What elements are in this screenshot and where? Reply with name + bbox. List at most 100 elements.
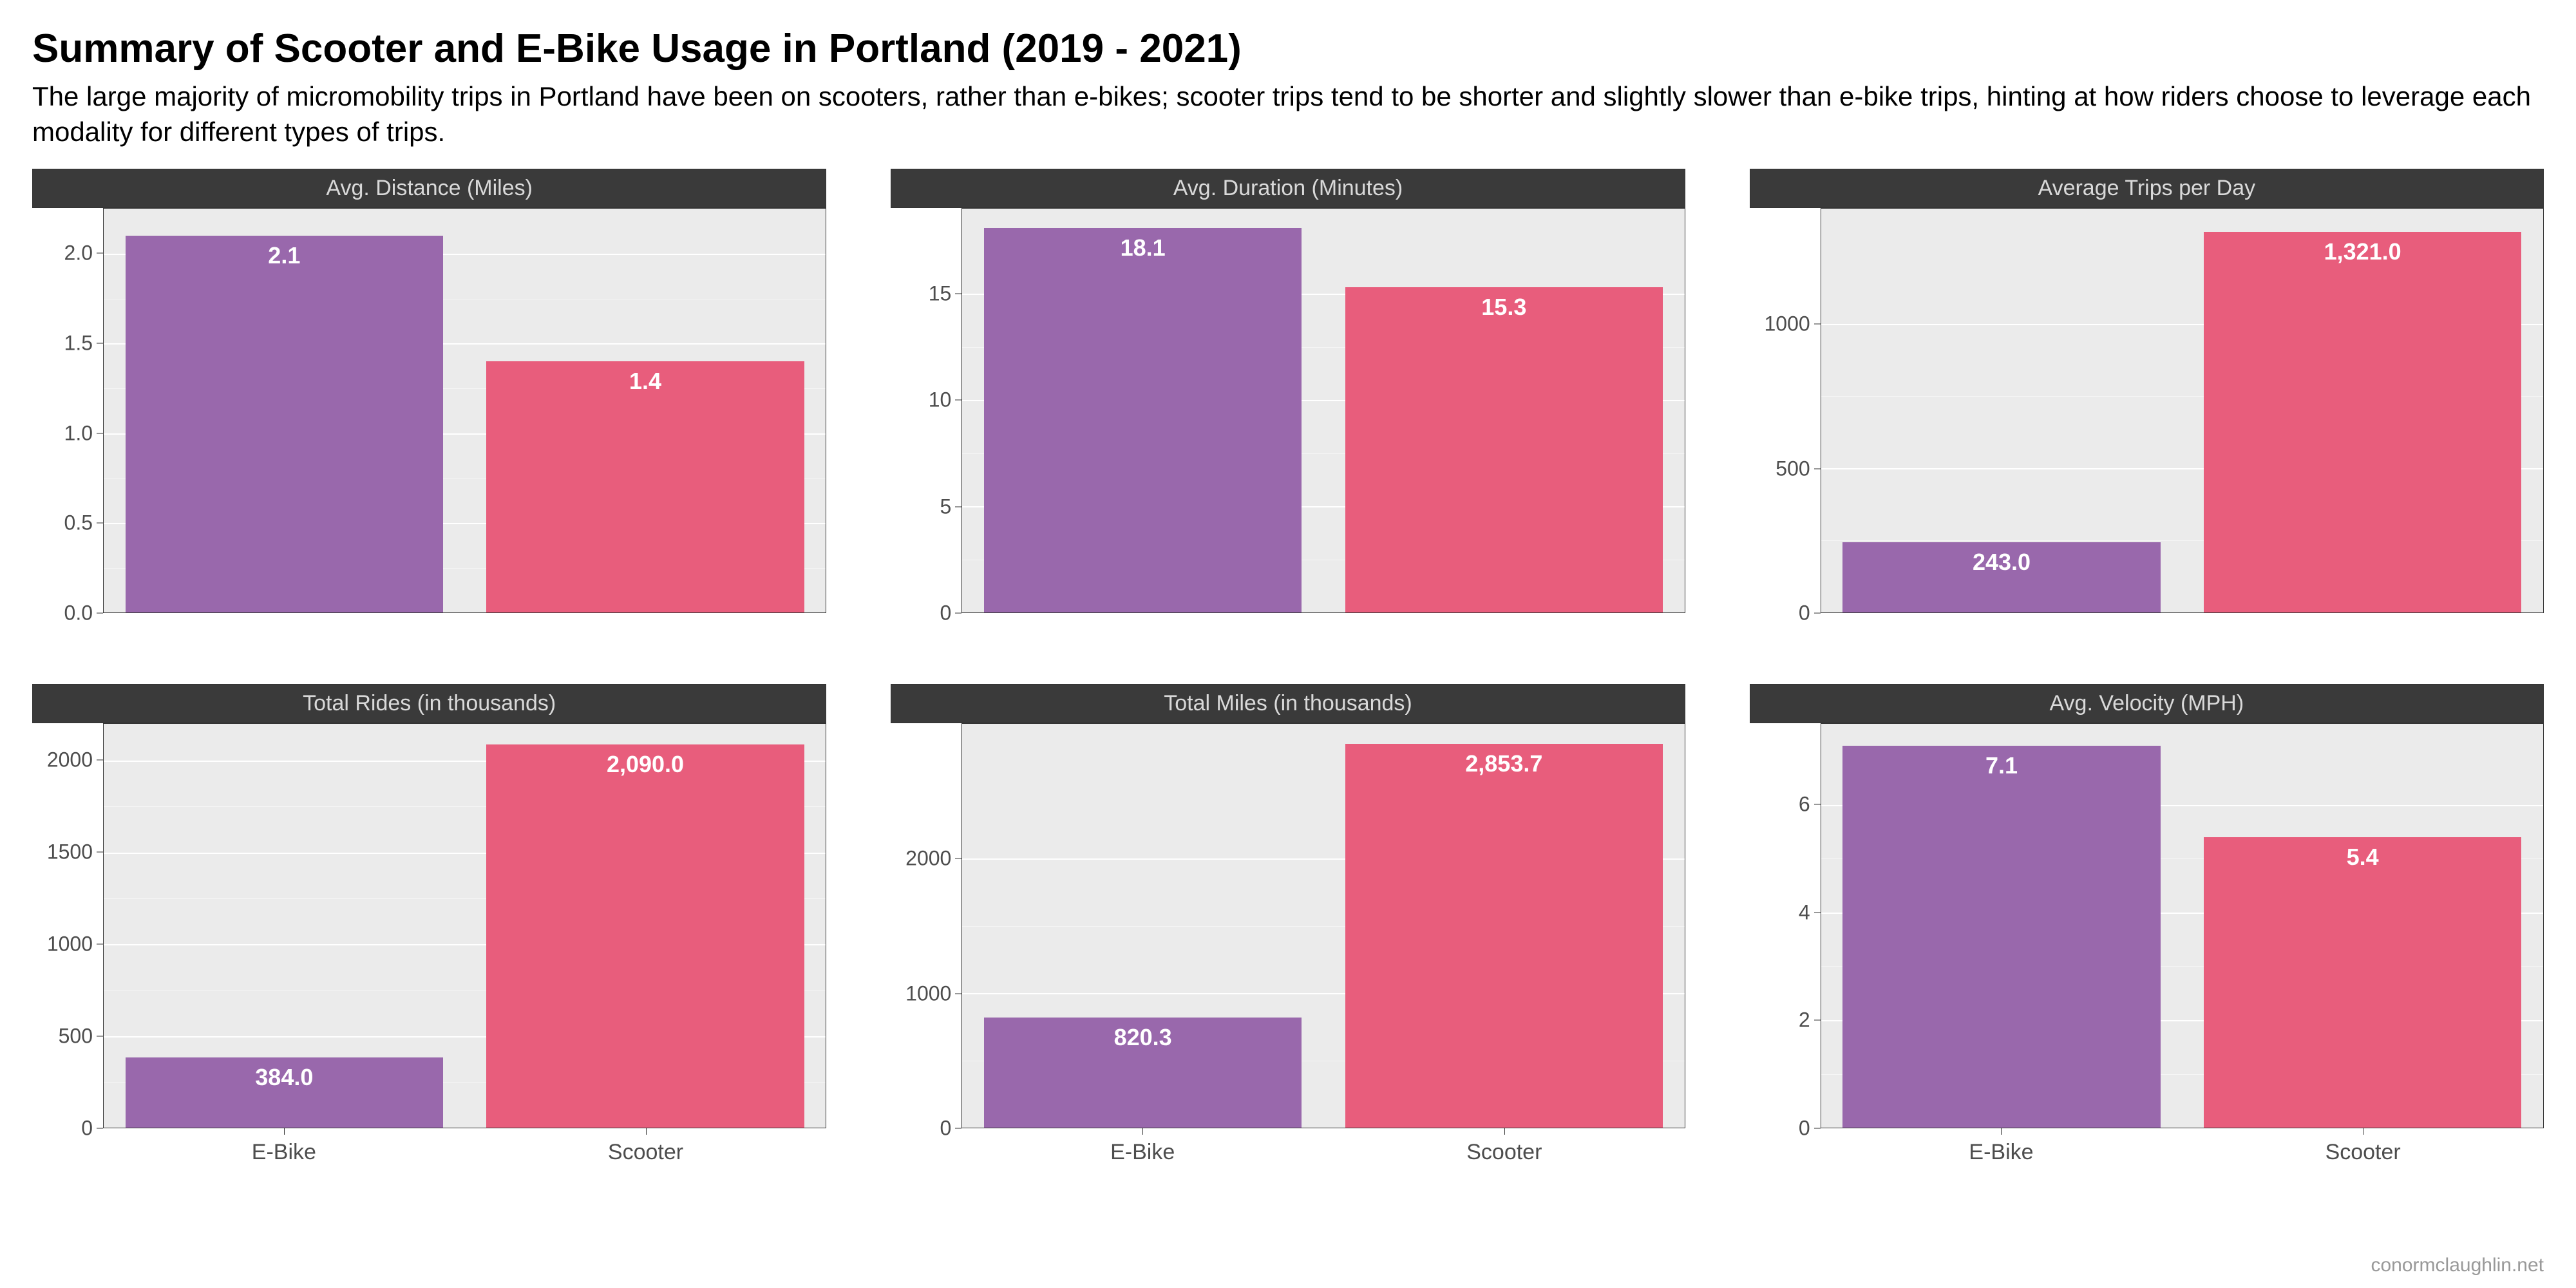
bar-value-label: 2.1 [268,242,300,269]
bar-slot: 2.1 [104,209,465,612]
bars-container: 7.1 5.4 [1821,724,2543,1128]
plot-area: 243.0 1,321.0 [1821,208,2544,613]
y-tick-label: 0 [940,601,952,625]
panel-header: Total Rides (in thousands) [32,684,826,723]
panel-header: Avg. Duration (Minutes) [891,169,1685,208]
bar-ebike: 384.0 [126,1057,443,1128]
y-tick-mark [97,1128,103,1129]
gridline [962,612,1684,613]
plot-area: 7.1 5.4 [1821,723,2544,1128]
y-tick-label: 1000 [905,981,951,1005]
bar-ebike: 820.3 [984,1018,1302,1128]
bar-slot: 1,321.0 [2182,209,2543,612]
x-tick-mark [646,1128,647,1135]
panel-header: Avg. Distance (Miles) [32,169,826,208]
y-tick-mark [1814,468,1821,469]
facet-panel: Total Rides (in thousands)05001000150020… [32,684,826,1173]
plot-area: 18.1 15.3 [961,208,1685,613]
bars-container: 2.1 1.4 [104,209,826,612]
y-axis: 051015 [891,208,961,613]
panel-header: Average Trips per Day [1750,169,2544,208]
y-tick-mark [97,613,103,614]
bar-scooter: 1,321.0 [2204,232,2521,613]
y-tick-label: 4 [1799,900,1810,924]
bars-container: 243.0 1,321.0 [1821,209,2543,612]
bar-scooter: 2,090.0 [486,744,804,1128]
bar-value-label: 384.0 [255,1064,313,1091]
bars-container: 384.0 2,090.0 [104,724,826,1128]
panel-header: Total Miles (in thousands) [891,684,1685,723]
y-axis: 05001000 [1750,208,1821,613]
y-tick-label: 500 [59,1025,93,1048]
y-tick-mark [97,1036,103,1037]
y-tick-mark [1814,613,1821,614]
y-tick-mark [955,993,961,994]
y-tick-mark [955,400,961,401]
bar-slot: 2,090.0 [465,724,826,1128]
y-tick-label: 0 [940,1117,952,1141]
facet-panel: Average Trips per Day05001000243.01,321.… [1750,169,2544,658]
y-tick-mark [955,1128,961,1129]
facet-panel: Avg. Velocity (MPH) 0 2 4 6 7.1 5.4 E-BikeScoot… [1750,684,2544,1173]
bar-value-label: 7.1 [1985,752,2018,779]
credit-text: conormclaughlin.net [2371,1255,2544,1276]
y-tick-mark [1814,912,1821,913]
y-tick-label: 10 [929,388,952,412]
y-tick-label: 500 [1776,457,1810,480]
bar-slot: 243.0 [1821,209,2183,612]
gridline [1821,612,2543,613]
gridline [104,612,826,613]
bars-container: 820.3 2,853.7 [962,724,1684,1128]
bar-value-label: 5.4 [2347,844,2379,871]
y-tick-label: 1000 [1764,312,1810,336]
y-tick-label: 2000 [47,748,93,772]
bar-value-label: 18.1 [1121,234,1166,261]
facet-grid: Avg. Distance (Miles)0.00.51.01.52.02.11… [32,169,2544,1173]
y-tick-label: 1000 [47,933,93,956]
x-tick-mark [1504,1128,1505,1135]
y-axis: 0500100015002000 [32,723,103,1128]
bar-slot: 5.4 [2182,724,2543,1128]
y-tick-label: 0.5 [64,511,93,535]
y-tick-mark [1814,1128,1821,1129]
panel-header: Avg. Velocity (MPH) [1750,684,2544,723]
bar-value-label: 2,853.7 [1465,750,1542,777]
bar-slot: 2,853.7 [1323,724,1685,1128]
y-tick-mark [97,760,103,761]
y-tick-label: 0.0 [64,601,93,625]
y-tick-label: 1.0 [64,421,93,445]
x-tick-mark [284,1128,285,1135]
x-tick-mark [2001,1128,2002,1135]
y-tick-label: 2000 [905,846,951,870]
plot-area: 384.0 2,090.0 [103,723,826,1128]
x-axis: E-BikeScooter [961,1128,1685,1173]
bar-value-label: 1.4 [629,368,661,395]
bar-value-label: 1,321.0 [2324,238,2401,265]
bar-slot: 1.4 [465,209,826,612]
y-axis: 0.00.51.01.52.0 [32,208,103,613]
y-tick-label: 0 [1799,1117,1810,1141]
plot-area: 820.3 2,853.7 [961,723,1685,1128]
bar-ebike: 243.0 [1842,542,2160,612]
chart-subtitle: The large majority of micromobility trip… [32,79,2544,149]
facet-panel: Avg. Distance (Miles)0.00.51.01.52.02.11… [32,169,826,658]
y-axis: 0246 [1750,723,1821,1128]
y-tick-label: 2 [1799,1009,1810,1032]
y-tick-label: 5 [940,495,952,518]
y-tick-mark [97,523,103,524]
y-tick-mark [97,852,103,853]
y-tick-mark [955,613,961,614]
x-axis: E-BikeScooter [103,1128,826,1173]
plot-area: 2.1 1.4 [103,208,826,613]
y-tick-mark [1814,804,1821,805]
bar-slot: 18.1 [962,209,1323,612]
y-tick-label: 6 [1799,793,1810,817]
x-axis: E-BikeScooter [1821,1128,2544,1173]
bar-value-label: 820.3 [1114,1024,1172,1051]
bar-value-label: 15.3 [1481,294,1526,321]
y-tick-mark [97,944,103,945]
y-tick-label: 1.5 [64,331,93,355]
y-tick-label: 15 [929,281,952,305]
bar-scooter: 1.4 [486,361,804,612]
facet-panel: Avg. Duration (Minutes)05101518.115.3E-B… [891,169,1685,658]
